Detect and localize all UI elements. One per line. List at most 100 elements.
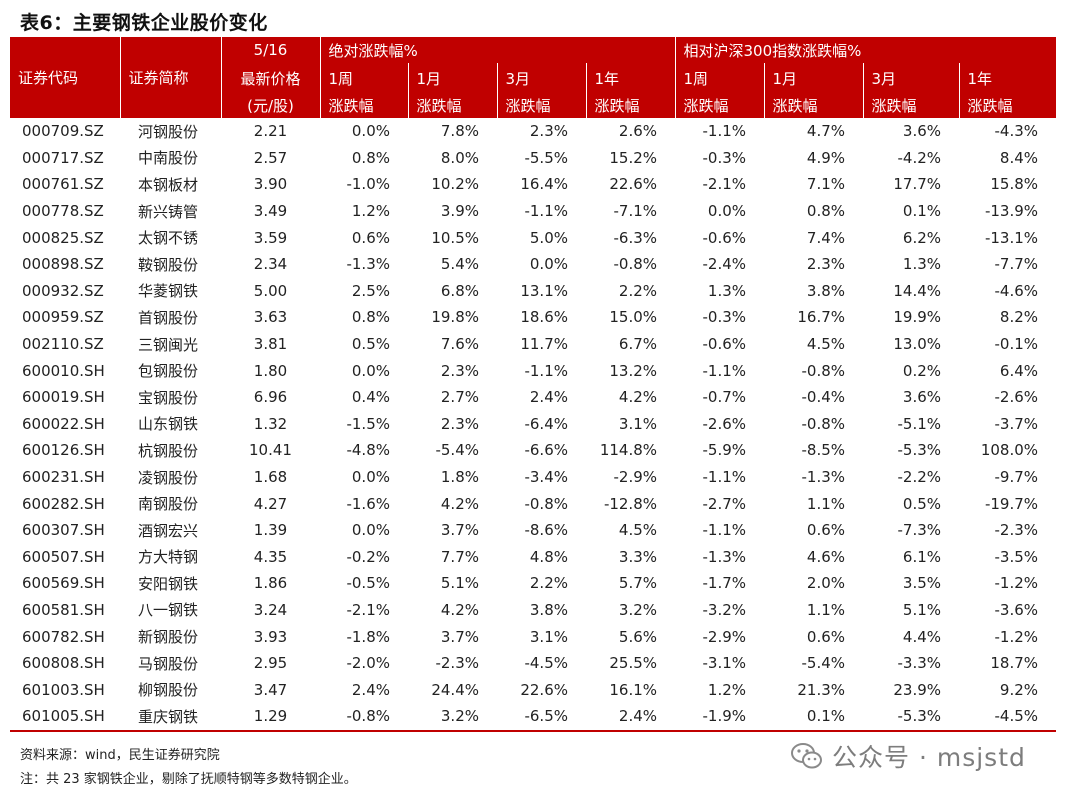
cell-value: -2.3% bbox=[435, 654, 479, 673]
cell-value: -1.2% bbox=[994, 574, 1039, 593]
cell-value: -1.3% bbox=[801, 468, 846, 487]
cell-price: 4.35 bbox=[253, 547, 288, 566]
cell-value: -8.5% bbox=[801, 441, 846, 460]
cell-value: 7.8% bbox=[440, 122, 479, 141]
cell-value: 2.0% bbox=[806, 574, 846, 593]
cell-price: 3.63 bbox=[253, 308, 288, 327]
cell-value: 10.2% bbox=[431, 175, 479, 194]
cell-value: 16.4% bbox=[520, 175, 568, 194]
header-group-absolute: 绝对涨跌幅% bbox=[320, 37, 676, 63]
cell-value: 0.6% bbox=[806, 627, 846, 646]
cell-value: -0.5% bbox=[346, 574, 390, 593]
cell-value: 7.4% bbox=[806, 228, 846, 247]
table-body: 000709.SZ 河钢股份 2.21 0.0% 7.8% 2.3% 2.6% -1.1% 4.… bbox=[10, 118, 1057, 732]
header-sub-label: 涨跌幅 bbox=[586, 93, 676, 118]
cell-value: -19.7% bbox=[984, 494, 1039, 513]
cell-price: 1.29 bbox=[221, 703, 320, 732]
header-period-abs-1y: 1年 bbox=[586, 63, 676, 93]
cell-value: 0.2% bbox=[902, 361, 942, 380]
cell-value: -5.9% bbox=[702, 441, 747, 460]
cell-code: 601003.SH bbox=[22, 680, 105, 699]
cell-value: -13.9% bbox=[984, 202, 1039, 221]
cell-name: 方大特钢 bbox=[138, 548, 199, 567]
cell-price: 3.47 bbox=[253, 680, 288, 699]
cell-name: 鞍钢股份 bbox=[138, 255, 199, 274]
cell-value: -2.9% bbox=[613, 468, 658, 487]
header-sub-label: 涨跌幅 bbox=[320, 93, 409, 118]
cell-name: 中南股份 bbox=[138, 149, 199, 168]
cell-value: -1.1% bbox=[524, 202, 568, 221]
cell-value: -2.0% bbox=[346, 654, 390, 673]
cell-value: -5.5% bbox=[524, 148, 568, 167]
cell-value: -0.8% bbox=[801, 361, 846, 380]
table-row: 000825.SZ 太钢不锈 3.59 0.6% 10.5% 5.0% -6.3% -0.6%… bbox=[10, 224, 1056, 251]
cell-value: 2.4% bbox=[586, 703, 676, 732]
cell-value: -3.2% bbox=[702, 600, 747, 619]
cell-code: 000959.SZ bbox=[22, 308, 104, 327]
cell-value: -0.4% bbox=[801, 388, 846, 407]
cell-value: -4.6% bbox=[994, 281, 1039, 300]
cell-price: 3.59 bbox=[253, 228, 288, 247]
cell-value: -4.2% bbox=[897, 148, 942, 167]
cell-code: 600307.SH bbox=[22, 521, 105, 540]
cell-name: 八一钢铁 bbox=[138, 601, 199, 620]
header-group-relative: 相对沪深300指数涨跌幅% bbox=[675, 37, 1057, 63]
cell-value: 0.4% bbox=[351, 388, 390, 407]
cell-value: -5.3% bbox=[863, 703, 960, 732]
cell-value: 16.1% bbox=[609, 680, 658, 699]
cell-value: -6.3% bbox=[613, 228, 658, 247]
cell-value: -0.1% bbox=[994, 335, 1039, 354]
cell-value: 13.0% bbox=[893, 335, 942, 354]
cell-name: 华菱钢铁 bbox=[138, 282, 199, 301]
cell-value: -1.1% bbox=[702, 361, 747, 380]
cell-value: -0.8% bbox=[613, 255, 658, 274]
table-row: 000761.SZ 本钢板材 3.90 -1.0% 10.2% 16.4% 22.6% -2.… bbox=[10, 171, 1056, 198]
cell-value: 2.5% bbox=[351, 281, 390, 300]
cell-value: 0.1% bbox=[902, 202, 942, 221]
cell-value: 7.1% bbox=[806, 175, 846, 194]
cell-price: 1.86 bbox=[253, 574, 288, 593]
cell-code: 600569.SH bbox=[22, 574, 105, 593]
cell-code: 600581.SH bbox=[22, 600, 105, 619]
cell-price: 1.80 bbox=[253, 361, 288, 380]
cell-price: 10.41 bbox=[249, 441, 292, 460]
cell-value: 5.1% bbox=[902, 600, 942, 619]
cell-code: 600782.SH bbox=[22, 627, 105, 646]
cell-value: -1.2% bbox=[994, 627, 1039, 646]
cell-value: 2.4% bbox=[529, 388, 568, 407]
cell-value: 0.0% bbox=[351, 361, 390, 380]
cell-code: 000825.SZ bbox=[22, 228, 104, 247]
cell-value: 15.2% bbox=[609, 148, 658, 167]
cell-name: 山东钢铁 bbox=[138, 415, 199, 434]
cell-value: 5.4% bbox=[440, 255, 479, 274]
cell-value: -3.4% bbox=[524, 468, 568, 487]
cell-value: -4.5% bbox=[959, 703, 1057, 732]
cell-name: 杭钢股份 bbox=[138, 441, 199, 460]
cell-value: 0.0% bbox=[351, 122, 390, 141]
header-period-abs-1w: 1周 bbox=[320, 63, 409, 93]
cell-value: 23.9% bbox=[893, 680, 942, 699]
cell-value: 21.3% bbox=[797, 680, 846, 699]
table-header: 证券代码 证券简称 5/16 绝对涨跌幅% 相对沪深300指数涨跌幅% 最新价格… bbox=[10, 37, 1057, 118]
cell-value: 3.3% bbox=[618, 547, 658, 566]
cell-value: 3.2% bbox=[618, 600, 658, 619]
cell-price: 4.27 bbox=[253, 494, 288, 513]
cell-value: 4.9% bbox=[806, 148, 846, 167]
cell-value: 2.6% bbox=[618, 122, 658, 141]
cell-value: 3.7% bbox=[440, 521, 479, 540]
cell-value: 5.6% bbox=[618, 627, 658, 646]
cell-price: 2.95 bbox=[253, 654, 288, 673]
cell-value: 3.7% bbox=[440, 627, 479, 646]
cell-value: 6.2% bbox=[902, 228, 942, 247]
cell-value: -1.8% bbox=[346, 627, 390, 646]
header-sub-label: 涨跌幅 bbox=[863, 93, 960, 118]
table-title: 表6：主要钢铁企业股价变化 bbox=[20, 12, 268, 34]
cell-code: 000932.SZ bbox=[22, 281, 104, 300]
cell-value: 16.7% bbox=[797, 308, 846, 327]
cell-value: -12.8% bbox=[603, 494, 658, 513]
header-date: 5/16 bbox=[221, 37, 321, 63]
cell-value: 0.0% bbox=[351, 468, 390, 487]
table-row: 600231.SH 凌钢股份 1.68 0.0% 1.8% -3.4% -2.9% -1.1%… bbox=[10, 464, 1056, 491]
header-period-abs-1m: 1月 bbox=[408, 63, 498, 93]
table-row: 000932.SZ 华菱钢铁 5.00 2.5% 6.8% 13.1% 2.2% 1.3% 3.… bbox=[10, 278, 1056, 305]
